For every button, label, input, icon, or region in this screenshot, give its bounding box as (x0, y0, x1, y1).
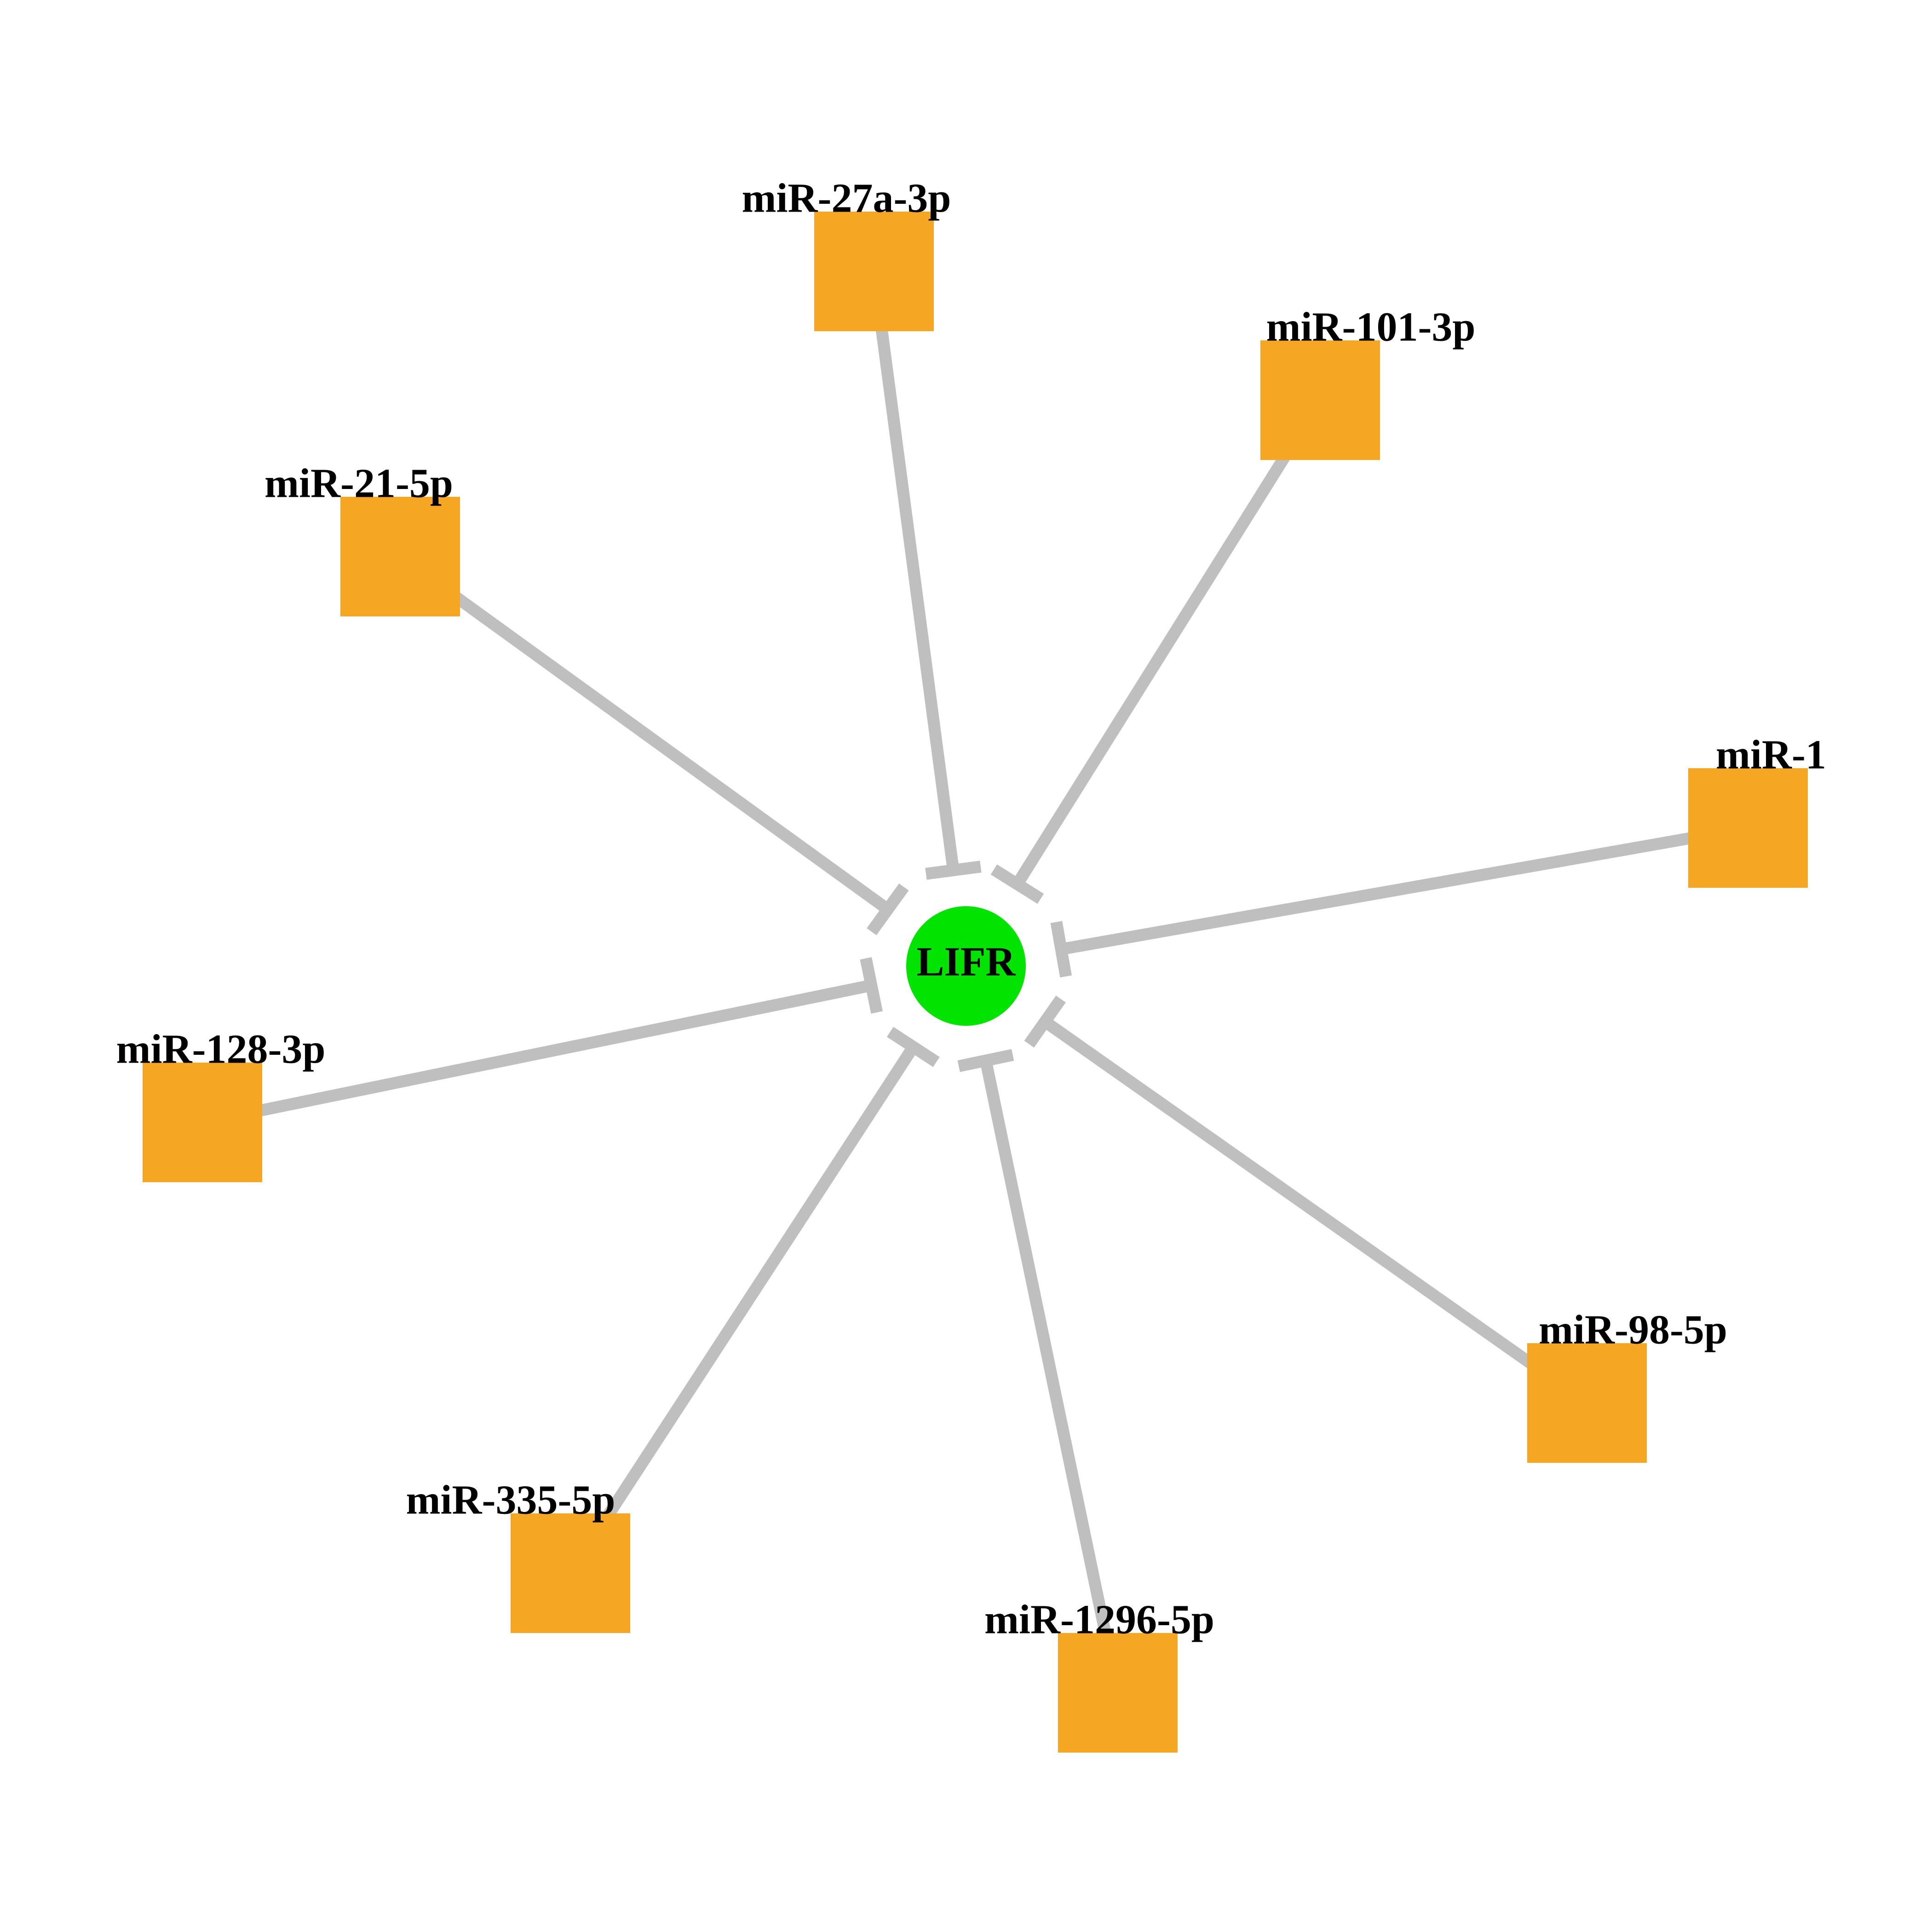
outer-node-miR-128-3p (143, 1063, 262, 1182)
outer-node-square (1527, 1343, 1647, 1463)
edge-inhibitor-bar (926, 867, 981, 874)
edge-inhibitor-bar (959, 1055, 1012, 1066)
center-node-label: LIFR (916, 939, 1016, 985)
edge-line (434, 581, 888, 909)
edge-miR-98-5p (1029, 999, 1552, 1379)
edge-miR-1 (1056, 835, 1707, 977)
outer-node-square (814, 212, 934, 331)
edge-inhibitor-bar (872, 887, 904, 932)
edge-line (1045, 1022, 1553, 1379)
outer-node-label: miR-1 (1716, 732, 1826, 778)
edge-miR-128-3p (243, 958, 877, 1114)
edge-line (986, 1061, 1109, 1652)
center-node: LIFR (906, 906, 1026, 1026)
outer-node-label: miR-1296-5p (984, 1597, 1214, 1643)
outer-node-miR-27a-3p (814, 212, 934, 331)
edge-miR-1296-5p (959, 1055, 1109, 1652)
outer-node-miR-98-5p (1527, 1343, 1647, 1463)
edge-line (243, 985, 871, 1114)
outer-node-square (143, 1063, 262, 1182)
edge-inhibitor-bar (1056, 922, 1066, 976)
outer-node-miR-335-5p (511, 1513, 630, 1633)
outer-node-label: miR-98-5p (1539, 1307, 1727, 1353)
outer-node-miR-1 (1688, 768, 1808, 888)
edge-line (1061, 835, 1707, 949)
outer-node-miR-101-3p (1260, 340, 1380, 460)
outer-node-square (511, 1513, 630, 1633)
node-layer: LIFR (143, 212, 1808, 1753)
outer-node-square (1058, 1633, 1178, 1753)
outer-node-label: miR-101-3p (1266, 305, 1476, 350)
outer-node-miR-1296-5p (1058, 1633, 1178, 1753)
outer-node-square (340, 497, 460, 616)
edge-miR-27a-3p (880, 313, 981, 874)
network-diagram: LIFR miR-27a-3p miR-101-3p miR-1 miR-98-5p mi… (0, 0, 1932, 1932)
outer-node-square (1260, 340, 1380, 460)
edge-line (1017, 436, 1298, 884)
edge-miR-335-5p (593, 1032, 937, 1538)
edge-miR-101-3p (994, 436, 1298, 899)
edge-line (880, 313, 953, 870)
outer-node-label: miR-128-3p (116, 1027, 326, 1072)
edge-line (593, 1047, 914, 1538)
outer-node-square (1688, 768, 1808, 888)
outer-node-label: miR-27a-3p (742, 176, 951, 221)
edge-inhibitor-bar (1029, 999, 1061, 1044)
edge-miR-21-5p (434, 581, 904, 932)
outer-node-label: miR-335-5p (406, 1478, 615, 1523)
edge-inhibitor-bar (866, 958, 877, 1012)
outer-node-miR-21-5p (340, 497, 460, 616)
outer-node-label: miR-21-5p (264, 461, 453, 506)
